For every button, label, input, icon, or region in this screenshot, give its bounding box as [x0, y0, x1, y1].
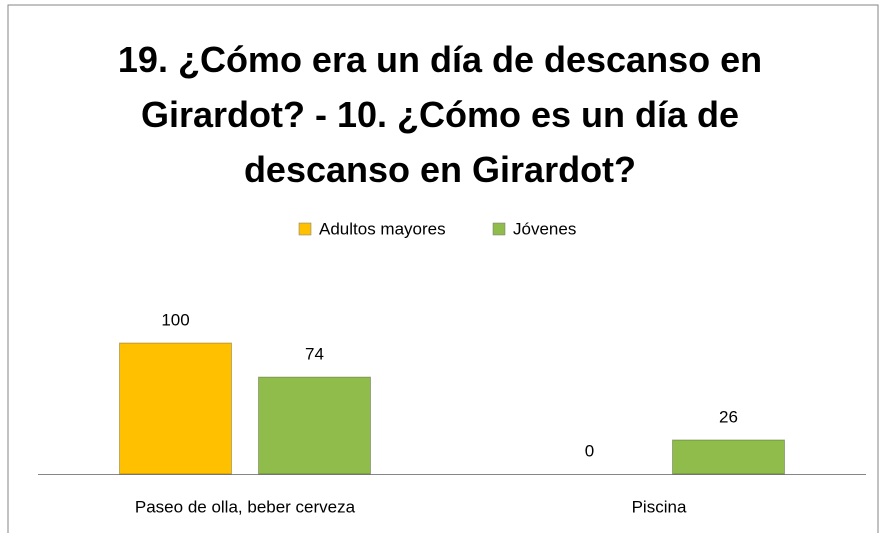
chart-frame: [7, 4, 879, 533]
x-tick-label: Paseo de olla, beber cerveza: [135, 497, 356, 516]
bar: [119, 342, 232, 475]
legend-swatch: [298, 222, 312, 236]
bar: [672, 439, 785, 475]
value-label: 26: [719, 407, 738, 426]
legend-label: Jóvenes: [513, 219, 576, 238]
value-label: 100: [161, 310, 189, 329]
value-label: 0: [585, 441, 594, 460]
value-label: 74: [305, 345, 324, 364]
bar: [258, 376, 371, 475]
chart-title: 19. ¿Cómo era un día de descanso en Gira…: [117, 39, 763, 190]
x-tick-label: Piscina: [632, 497, 687, 516]
legend-label: Adultos mayores: [319, 219, 446, 238]
legend-swatch: [492, 222, 506, 236]
